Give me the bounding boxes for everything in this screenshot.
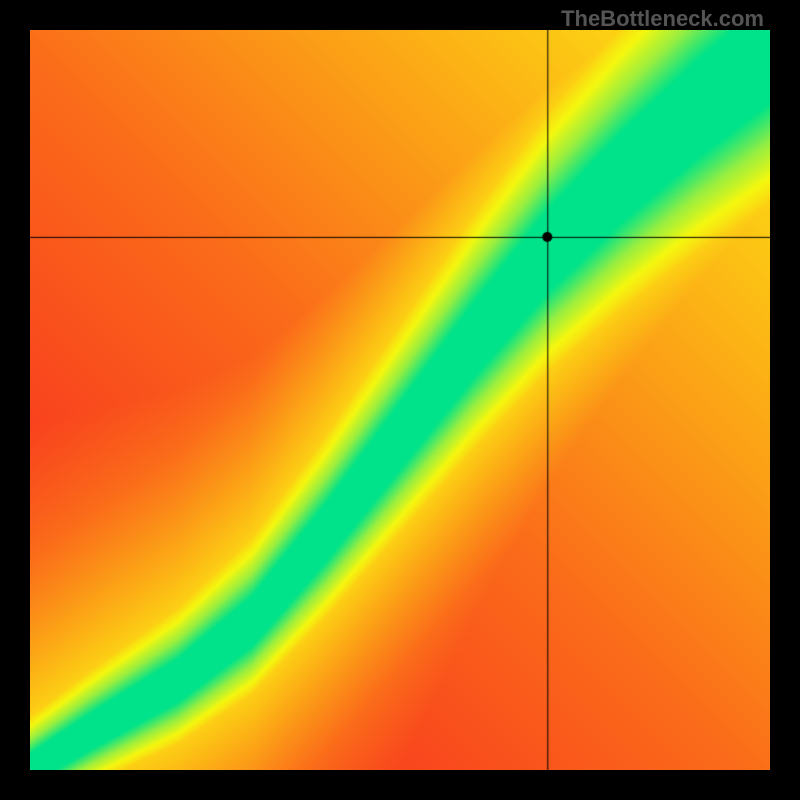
- watermark-text: TheBottleneck.com: [561, 6, 764, 32]
- bottleneck-heatmap-plot: [30, 30, 770, 770]
- heatmap-canvas: [30, 30, 770, 770]
